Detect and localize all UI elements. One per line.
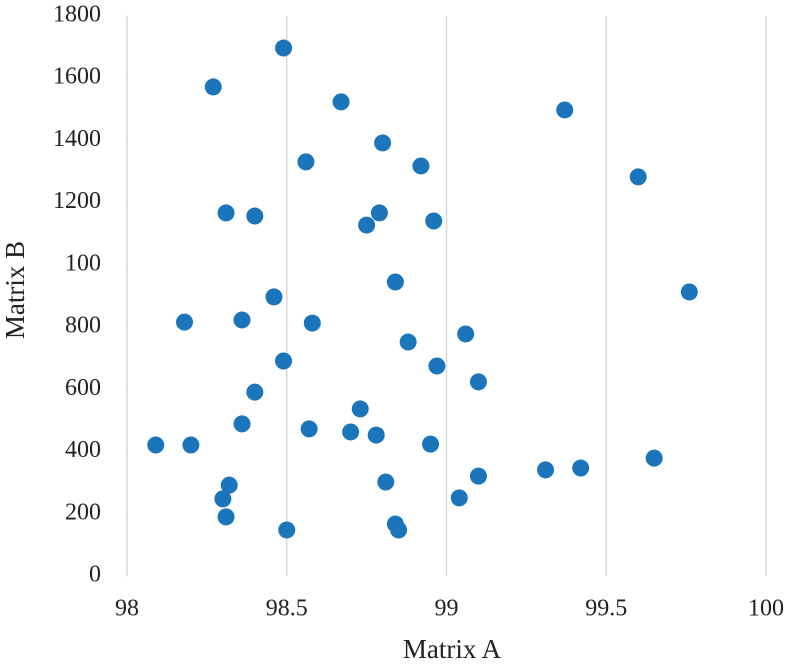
point bbox=[469, 373, 487, 391]
point bbox=[275, 352, 293, 370]
y-tick-label: 800 bbox=[65, 313, 101, 339]
point bbox=[246, 383, 264, 401]
point bbox=[572, 459, 590, 477]
point bbox=[147, 436, 165, 454]
point bbox=[233, 415, 251, 433]
point bbox=[303, 314, 321, 332]
x-tick-label: 99.5 bbox=[585, 596, 627, 622]
point bbox=[217, 204, 235, 222]
point bbox=[556, 101, 574, 119]
point bbox=[457, 325, 475, 343]
x-axis-title: Matrix A bbox=[403, 634, 502, 664]
point bbox=[217, 508, 235, 526]
y-tick-label: 600 bbox=[65, 375, 101, 401]
point bbox=[629, 168, 647, 186]
point bbox=[214, 490, 232, 508]
point bbox=[182, 436, 200, 454]
y-tick-label: 0 bbox=[89, 562, 101, 588]
y-tick-label: 1400 bbox=[53, 126, 101, 152]
point bbox=[399, 333, 417, 351]
y-tick-label: 100 bbox=[65, 250, 101, 276]
point bbox=[386, 273, 404, 291]
point bbox=[374, 134, 392, 152]
x-tick-label: 98.5 bbox=[266, 596, 308, 622]
point bbox=[278, 521, 296, 539]
y-tick-label: 400 bbox=[65, 437, 101, 463]
point bbox=[367, 426, 385, 444]
point bbox=[176, 313, 194, 331]
x-tick-label: 98 bbox=[115, 596, 139, 622]
point bbox=[297, 153, 315, 171]
point bbox=[233, 311, 251, 329]
y-axis-title: Matrix B bbox=[0, 241, 30, 339]
point bbox=[275, 39, 293, 57]
point bbox=[370, 204, 388, 222]
point bbox=[469, 467, 487, 485]
point bbox=[246, 207, 264, 225]
point bbox=[450, 489, 468, 507]
point bbox=[351, 400, 369, 418]
y-tick-label: 200 bbox=[65, 499, 101, 525]
point bbox=[342, 423, 360, 441]
point bbox=[412, 157, 430, 175]
y-tick-label: 1800 bbox=[53, 2, 101, 28]
point bbox=[680, 283, 698, 301]
point bbox=[428, 357, 446, 375]
x-tick-label: 99 bbox=[435, 596, 459, 622]
y-tick-label: 1600 bbox=[53, 64, 101, 90]
point bbox=[425, 212, 443, 230]
point bbox=[358, 216, 376, 234]
point bbox=[377, 473, 395, 491]
point bbox=[537, 461, 555, 479]
point bbox=[332, 93, 350, 111]
point bbox=[645, 449, 663, 467]
point bbox=[220, 476, 238, 494]
x-tick-label: 100 bbox=[748, 596, 784, 622]
point bbox=[204, 78, 222, 96]
point bbox=[265, 288, 283, 306]
point bbox=[390, 521, 408, 539]
point bbox=[300, 420, 318, 438]
y-tick-label: 1200 bbox=[53, 188, 101, 214]
point bbox=[422, 435, 440, 453]
